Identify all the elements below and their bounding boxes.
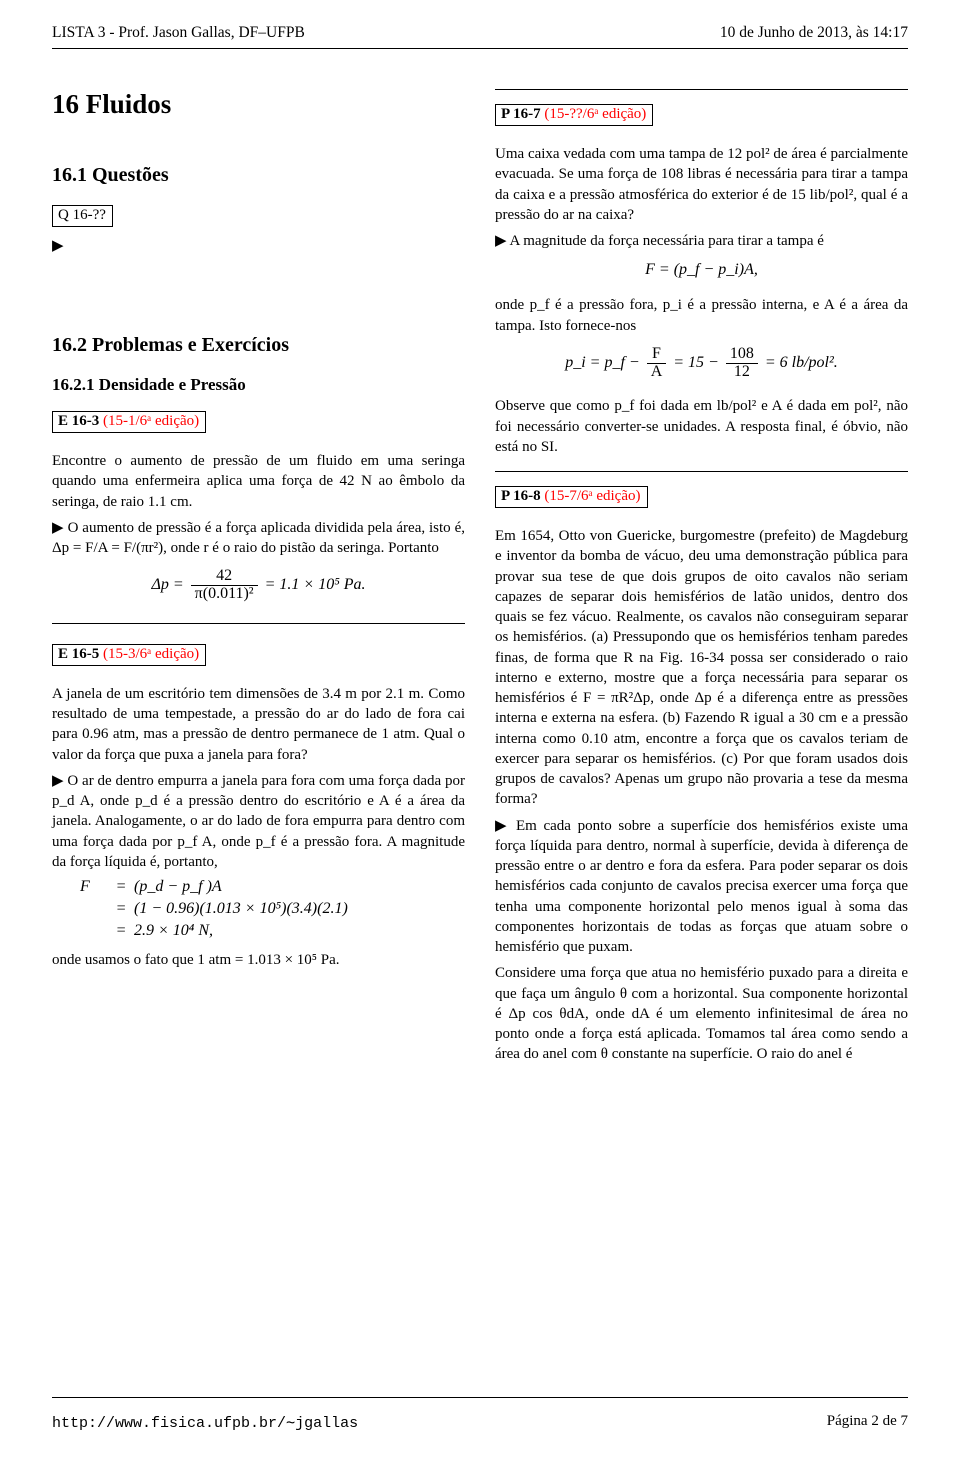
ex-16-7-mid: onde p_f é a pressão fora, p_i é a press… bbox=[495, 295, 908, 336]
exercise-16-8-title: P 16-8 (15-7/6ᵃ edição) bbox=[495, 486, 908, 514]
ex-16-5-edition: (15-3/6ᵃ edição) bbox=[103, 646, 199, 662]
ex-16-5-code: E 16-5 bbox=[58, 646, 99, 662]
ex-16-7-eq1: F = (p_f − p_i)A, bbox=[495, 261, 908, 279]
exercise-separator-1 bbox=[52, 623, 465, 624]
ex-16-7-closing: Observe que como p_f foi dada em lb/pol²… bbox=[495, 396, 908, 457]
ex-16-5-eq-line2: =(1 − 0.96)(1.013 × 10⁵)(3.4)(2.1) bbox=[80, 900, 465, 918]
ex-16-3-edition: (15-1/6ᵃ edição) bbox=[103, 413, 199, 429]
footer-rule bbox=[52, 1397, 908, 1398]
subsection-questoes: 16.1 Questões bbox=[52, 164, 465, 187]
exercise-16-7-title: P 16-7 (15-??/6ᵃ edição) bbox=[495, 104, 908, 132]
ex-16-3-solution-intro: ▶ O aumento de pressão é a força aplicad… bbox=[52, 518, 465, 559]
section-title-fluidos: 16 Fluidos bbox=[52, 89, 465, 120]
ex-16-8-edition: (15-7/6ᵃ edição) bbox=[544, 488, 640, 504]
ex-16-5-eq-line3: =2.9 × 10⁴ N, bbox=[80, 922, 465, 940]
ex-16-7-code: P 16-7 bbox=[501, 106, 541, 122]
question-box: Q 16-?? bbox=[52, 205, 113, 227]
footer-url: http://www.fisica.ufpb.br/∼jgallas bbox=[52, 1413, 358, 1432]
header-right: 10 de Junho de 2013, às 14:17 bbox=[720, 24, 908, 42]
ex-16-7-statement: Uma caixa vedada com uma tampa de 12 pol… bbox=[495, 144, 908, 225]
left-column: 16 Fluidos 16.1 Questões Q 16-?? ▶ 16.2 … bbox=[52, 89, 465, 1071]
ex-16-8-solution-p1: ▶ Em cada ponto sobre a superfície dos h… bbox=[495, 816, 908, 958]
ex-16-3-code: E 16-3 bbox=[58, 413, 99, 429]
exercise-separator-2 bbox=[495, 471, 908, 472]
ex-16-7-eq2: p_i = p_f − F A = 15 − 108 12 = 6 lb/pol… bbox=[495, 346, 908, 381]
header-rule bbox=[52, 48, 908, 49]
ex-16-3-statement: Encontre o aumento de pressão de um flui… bbox=[52, 451, 465, 512]
ex-16-5-statement: A janela de um escritório tem dimensões … bbox=[52, 684, 465, 765]
ex-16-8-statement: Em 1654, Otto von Guericke, burgomestre … bbox=[495, 526, 908, 810]
triangle-marker: ▶ bbox=[52, 239, 465, 254]
ex-16-5-solution-intro: ▶ O ar de dentro empurra a janela para f… bbox=[52, 771, 465, 872]
ex-16-5-closing: onde usamos o fato que 1 atm = 1.013 × 1… bbox=[52, 950, 465, 970]
ex-16-5-eq-line1: F=(p_d − p_f )A bbox=[80, 878, 465, 896]
subsubsection-densidade: 16.2.1 Densidade e Pressão bbox=[52, 375, 465, 395]
two-column-layout: 16 Fluidos 16.1 Questões Q 16-?? ▶ 16.2 … bbox=[52, 89, 908, 1071]
ex-16-7-edition: (15-??/6ᵃ edição) bbox=[544, 106, 646, 122]
ex-16-8-code: P 16-8 bbox=[501, 488, 541, 504]
ex-16-8-solution-p2: Considere uma força que atua no hemisfér… bbox=[495, 963, 908, 1064]
header-left: LISTA 3 - Prof. Jason Gallas, DF–UFPB bbox=[52, 24, 305, 42]
exercise-separator-top-right bbox=[495, 89, 908, 90]
right-column: P 16-7 (15-??/6ᵃ edição) Uma caixa vedad… bbox=[495, 89, 908, 1071]
subsection-problemas: 16.2 Problemas e Exercícios bbox=[52, 334, 465, 357]
footer-page-number: Página 2 de 7 bbox=[827, 1413, 908, 1432]
ex-16-3-equation: Δp = 42 π(0.011)² = 1.1 × 10⁵ Pa. bbox=[52, 568, 465, 603]
exercise-16-3-title: E 16-3 (15-1/6ᵃ edição) bbox=[52, 411, 465, 439]
ex-16-7-solution-intro: ▶ A magnitude da força necessária para t… bbox=[495, 231, 908, 251]
exercise-16-5-title: E 16-5 (15-3/6ᵃ edição) bbox=[52, 644, 465, 672]
